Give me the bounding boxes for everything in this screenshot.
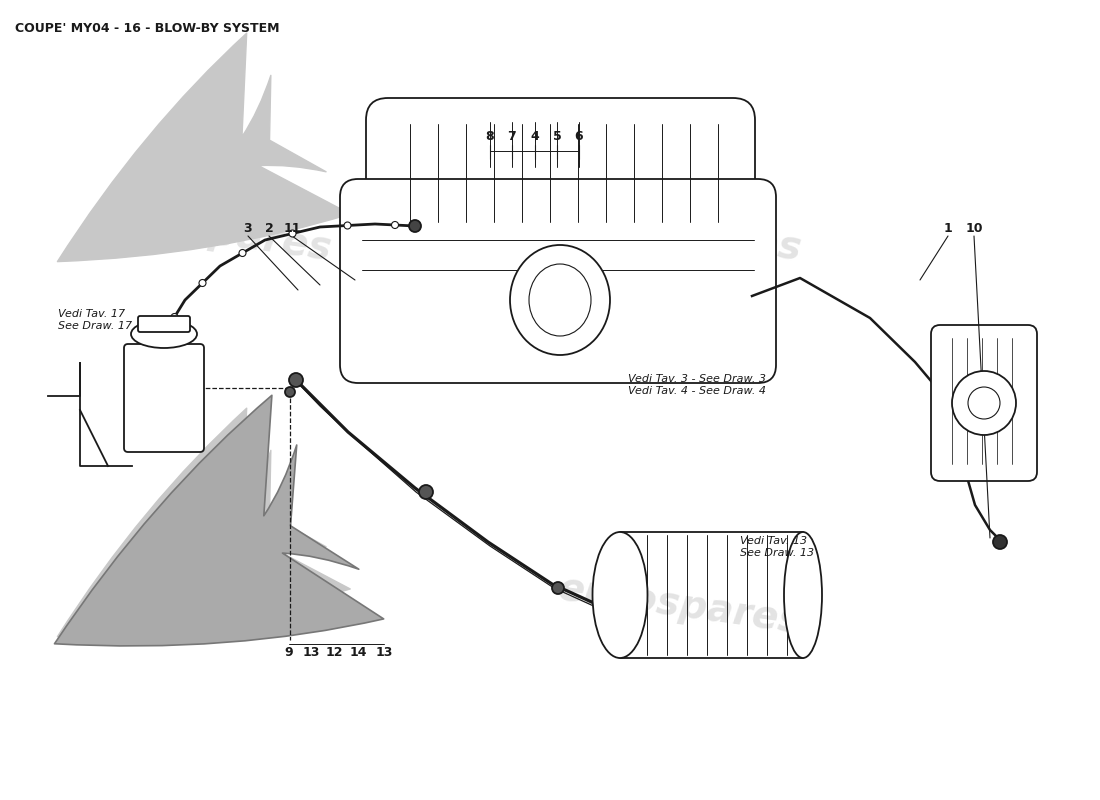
- Circle shape: [285, 387, 295, 397]
- Text: 5: 5: [552, 130, 561, 143]
- Text: 2: 2: [265, 222, 274, 234]
- Text: eurospares: eurospares: [86, 196, 334, 268]
- Circle shape: [170, 314, 178, 321]
- Text: 1: 1: [944, 222, 953, 234]
- Text: Vedi Tav. 17
See Draw. 17: Vedi Tav. 17 See Draw. 17: [58, 309, 132, 331]
- Text: 8: 8: [486, 130, 494, 143]
- FancyBboxPatch shape: [931, 325, 1037, 481]
- FancyBboxPatch shape: [340, 179, 776, 383]
- Circle shape: [289, 230, 296, 237]
- Text: Vedi Tav. 13
See Draw. 13: Vedi Tav. 13 See Draw. 13: [740, 536, 814, 558]
- Text: 11: 11: [284, 222, 300, 234]
- Text: eurospares: eurospares: [556, 196, 804, 268]
- Text: eurospares: eurospares: [86, 569, 334, 641]
- Text: 7: 7: [507, 130, 516, 143]
- Ellipse shape: [510, 245, 610, 355]
- Circle shape: [392, 222, 398, 229]
- Circle shape: [552, 582, 564, 594]
- Text: 13: 13: [375, 646, 393, 658]
- Circle shape: [409, 220, 421, 232]
- Circle shape: [199, 279, 206, 286]
- Text: 12: 12: [326, 646, 343, 658]
- Text: 4: 4: [530, 130, 539, 143]
- Circle shape: [968, 387, 1000, 419]
- Circle shape: [419, 485, 433, 499]
- Circle shape: [993, 535, 1007, 549]
- Text: COUPE' MY04 - 16 - BLOW-BY SYSTEM: COUPE' MY04 - 16 - BLOW-BY SYSTEM: [15, 22, 279, 35]
- Circle shape: [344, 222, 351, 229]
- Text: 13: 13: [302, 646, 320, 658]
- Ellipse shape: [529, 264, 591, 336]
- Ellipse shape: [131, 320, 197, 348]
- Text: eurospares: eurospares: [556, 569, 804, 641]
- Text: Vedi Tav. 3 - See Draw. 3
Vedi Tav. 4 - See Draw. 4: Vedi Tav. 3 - See Draw. 3 Vedi Tav. 4 - …: [628, 374, 766, 396]
- Text: 10: 10: [966, 222, 982, 234]
- FancyBboxPatch shape: [124, 344, 204, 452]
- Circle shape: [952, 371, 1016, 435]
- Circle shape: [289, 373, 302, 387]
- Text: 14: 14: [350, 646, 366, 658]
- Text: 3: 3: [244, 222, 252, 234]
- Text: 9: 9: [285, 646, 294, 658]
- Circle shape: [239, 250, 246, 257]
- Text: 6: 6: [574, 130, 583, 143]
- Ellipse shape: [784, 532, 822, 658]
- Ellipse shape: [593, 532, 648, 658]
- FancyBboxPatch shape: [138, 316, 190, 332]
- FancyBboxPatch shape: [366, 98, 755, 250]
